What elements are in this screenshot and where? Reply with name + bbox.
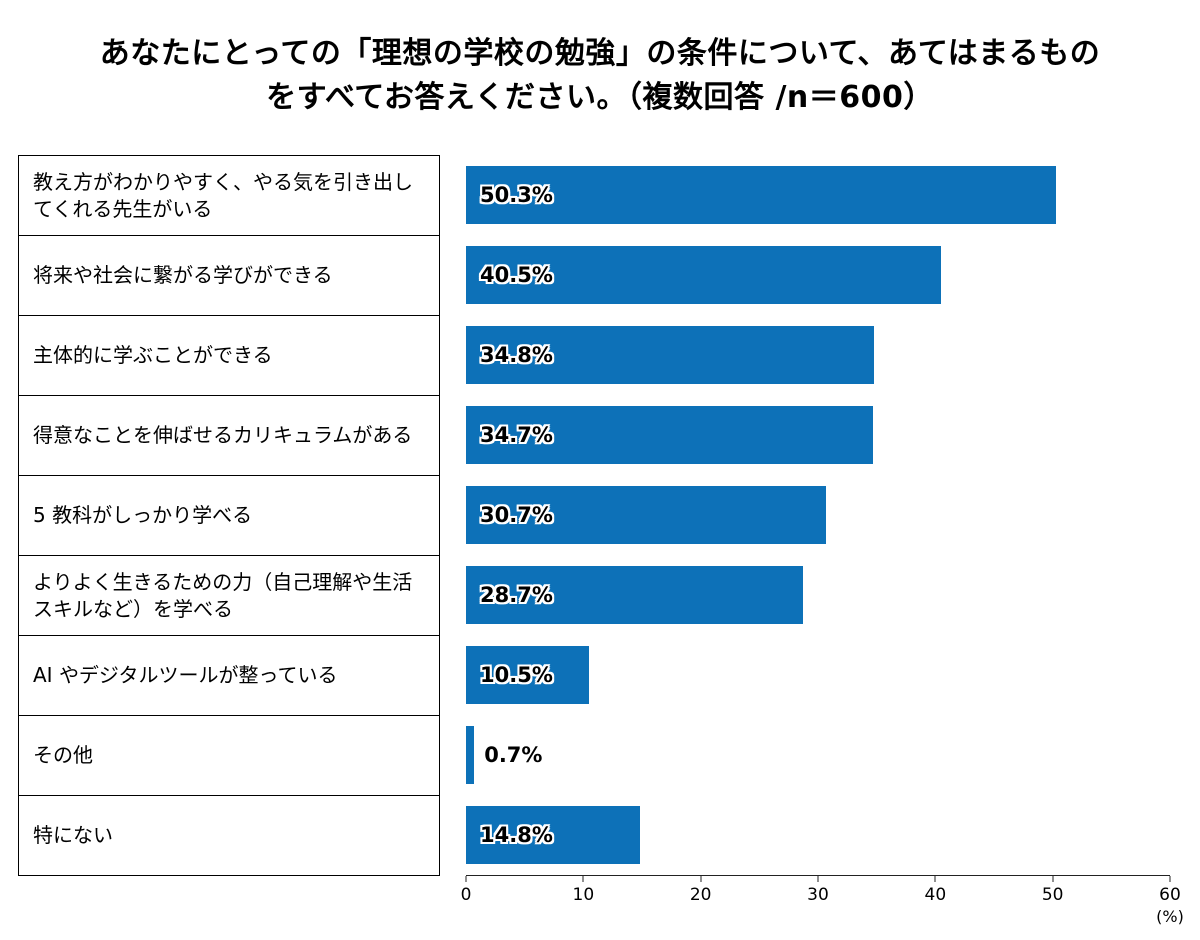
bar-area: 40.5%: [466, 235, 1170, 315]
category-label: 特にない: [18, 795, 440, 876]
chart-rows: 教え方がわかりやすく、やる気を引き出してくれる先生がいる 50.3% 将来や社会に繋…: [18, 155, 1170, 876]
value-label: 34.8%: [480, 343, 553, 367]
bar-chart: 教え方がわかりやすく、やる気を引き出してくれる先生がいる 50.3% 将来や社会に繋…: [18, 155, 1184, 926]
bar-area: 0.7%: [466, 715, 1170, 795]
bar-area: 34.7%: [466, 395, 1170, 475]
axis-tick: [817, 876, 819, 882]
chart-title: あなたにとっての「理想の学校の勉強」の条件について、あてはまるもの をすべてお答…: [0, 32, 1200, 119]
axis-tick-label: 50: [1041, 885, 1064, 905]
chart-row: AI やデジタルツールが整っている 10.5%: [18, 635, 1170, 716]
chart-row: 主体的に学ぶことができる 34.8%: [18, 315, 1170, 396]
bar-area: 14.8%: [466, 795, 1170, 875]
bar-area: 34.8%: [466, 315, 1170, 395]
axis-tick-label: 10: [572, 885, 595, 905]
axis-tick: [582, 876, 584, 882]
axis-tick: [1052, 876, 1054, 882]
category-label: その他: [18, 715, 440, 796]
bar: [466, 406, 874, 464]
axis-tick: [934, 876, 936, 882]
category-label: 将来や社会に繋がる学びができる: [18, 235, 440, 316]
bar-area: 50.3%: [466, 155, 1170, 235]
chart-row: よりよく生きるための力（自己理解や生活スキルなど）を学べる 28.7%: [18, 555, 1170, 636]
axis-tick-label: 0: [460, 885, 472, 905]
chart-title-line1: あなたにとっての「理想の学校の勉強」の条件について、あてはまるもの: [99, 36, 1101, 71]
bar-area: 10.5%: [466, 635, 1170, 715]
bar: [466, 326, 875, 384]
chart-row: 教え方がわかりやすく、やる気を引き出してくれる先生がいる 50.3%: [18, 155, 1170, 236]
category-label: よりよく生きるための力（自己理解や生活スキルなど）を学べる: [18, 555, 440, 636]
chart-row: その他 0.7%: [18, 715, 1170, 796]
value-label: 14.8%: [480, 823, 553, 847]
chart-row: 特にない 14.8%: [18, 795, 1170, 876]
value-label: 0.7%: [484, 743, 543, 767]
value-label: 28.7%: [480, 583, 553, 607]
bar: [466, 646, 590, 704]
value-label: 34.7%: [480, 423, 553, 447]
chart-row: 5 教科がしっかり学べる 30.7%: [18, 475, 1170, 556]
category-label: 主体的に学ぶことができる: [18, 315, 440, 396]
bar: [466, 486, 827, 544]
bar: [466, 726, 475, 784]
x-axis: 0 10 20 30 40 50 60 (%): [461, 875, 1184, 935]
bar: [466, 566, 803, 624]
value-label: 10.5%: [480, 663, 553, 687]
axis-tick: [1169, 876, 1171, 882]
category-label: 教え方がわかりやすく、やる気を引き出してくれる先生がいる: [18, 155, 440, 236]
value-label: 50.3%: [480, 183, 553, 207]
axis-tick: [465, 876, 467, 882]
bar: [466, 246, 942, 304]
chart-title-line2: をすべてお答えください。（複数回答 /n＝600）: [266, 79, 934, 115]
axis-tick-label: 40: [924, 885, 947, 905]
axis-tick: [700, 876, 702, 882]
category-label: 得意なことを伸ばせるカリキュラムがある: [18, 395, 440, 476]
axis-tick-label: 20: [689, 885, 712, 905]
category-label: AI やデジタルツールが整っている: [18, 635, 440, 716]
category-label: 5 教科がしっかり学べる: [18, 475, 440, 556]
value-label: 40.5%: [480, 263, 553, 287]
bar: [466, 806, 640, 864]
bar: [466, 166, 1057, 224]
x-axis-unit-label: (%): [1156, 907, 1184, 926]
bar-area: 28.7%: [466, 555, 1170, 635]
value-label: 30.7%: [480, 503, 553, 527]
chart-row: 得意なことを伸ばせるカリキュラムがある 34.7%: [18, 395, 1170, 476]
axis-tick-label: 60: [1159, 885, 1181, 905]
bar-area: 30.7%: [466, 475, 1170, 555]
chart-row: 将来や社会に繋がる学びができる 40.5%: [18, 235, 1170, 316]
axis-tick-label: 30: [807, 885, 829, 905]
